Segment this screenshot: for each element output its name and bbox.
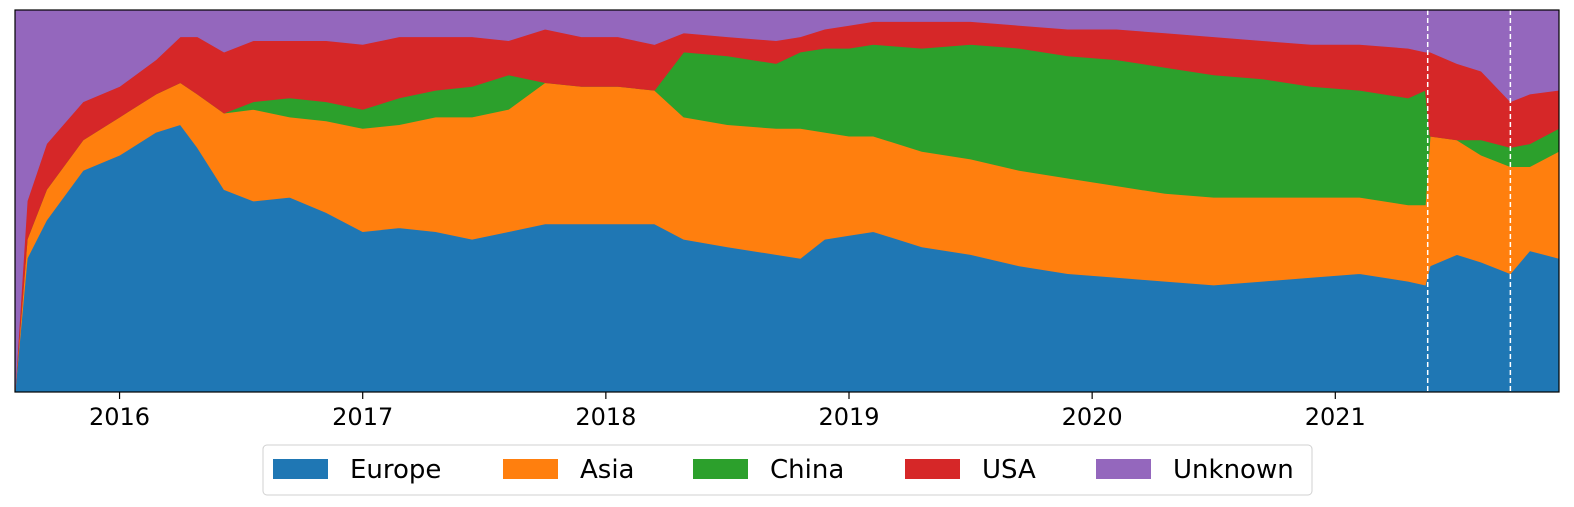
- legend: Europe Asia China USA Unknown: [262, 444, 1313, 496]
- plot-area: [14, 9, 1560, 393]
- legend-swatch: [503, 459, 558, 479]
- legend-label: China: [770, 455, 844, 485]
- legend-item-asia: Asia: [503, 455, 635, 485]
- legend-swatch: [1096, 459, 1151, 479]
- x-tick-label: 2020: [1062, 403, 1123, 431]
- x-tick-label: 2019: [818, 403, 879, 431]
- legend-box: [262, 444, 1313, 496]
- x-tick-label: 2018: [575, 403, 636, 431]
- legend-label: Europe: [350, 455, 441, 485]
- legend-swatch: [905, 459, 960, 479]
- legend-swatch: [693, 459, 748, 479]
- x-tick-label: 2017: [332, 403, 393, 431]
- legend-item-unknown: Unknown: [1096, 455, 1294, 485]
- legend-swatch: [273, 459, 328, 479]
- legend-label: USA: [982, 455, 1036, 485]
- x-tick-label: 2021: [1305, 403, 1366, 431]
- legend-label: Asia: [580, 455, 635, 485]
- x-tick-label: 2016: [89, 403, 150, 431]
- legend-item-europe: Europe: [273, 455, 441, 485]
- plot-frame: [14, 9, 1560, 393]
- legend-item-china: China: [693, 455, 844, 485]
- legend-item-usa: USA: [905, 455, 1036, 485]
- legend-label: Unknown: [1173, 455, 1294, 485]
- x-axis: 2016 2017 2018 2019 2020 2021: [89, 392, 1366, 431]
